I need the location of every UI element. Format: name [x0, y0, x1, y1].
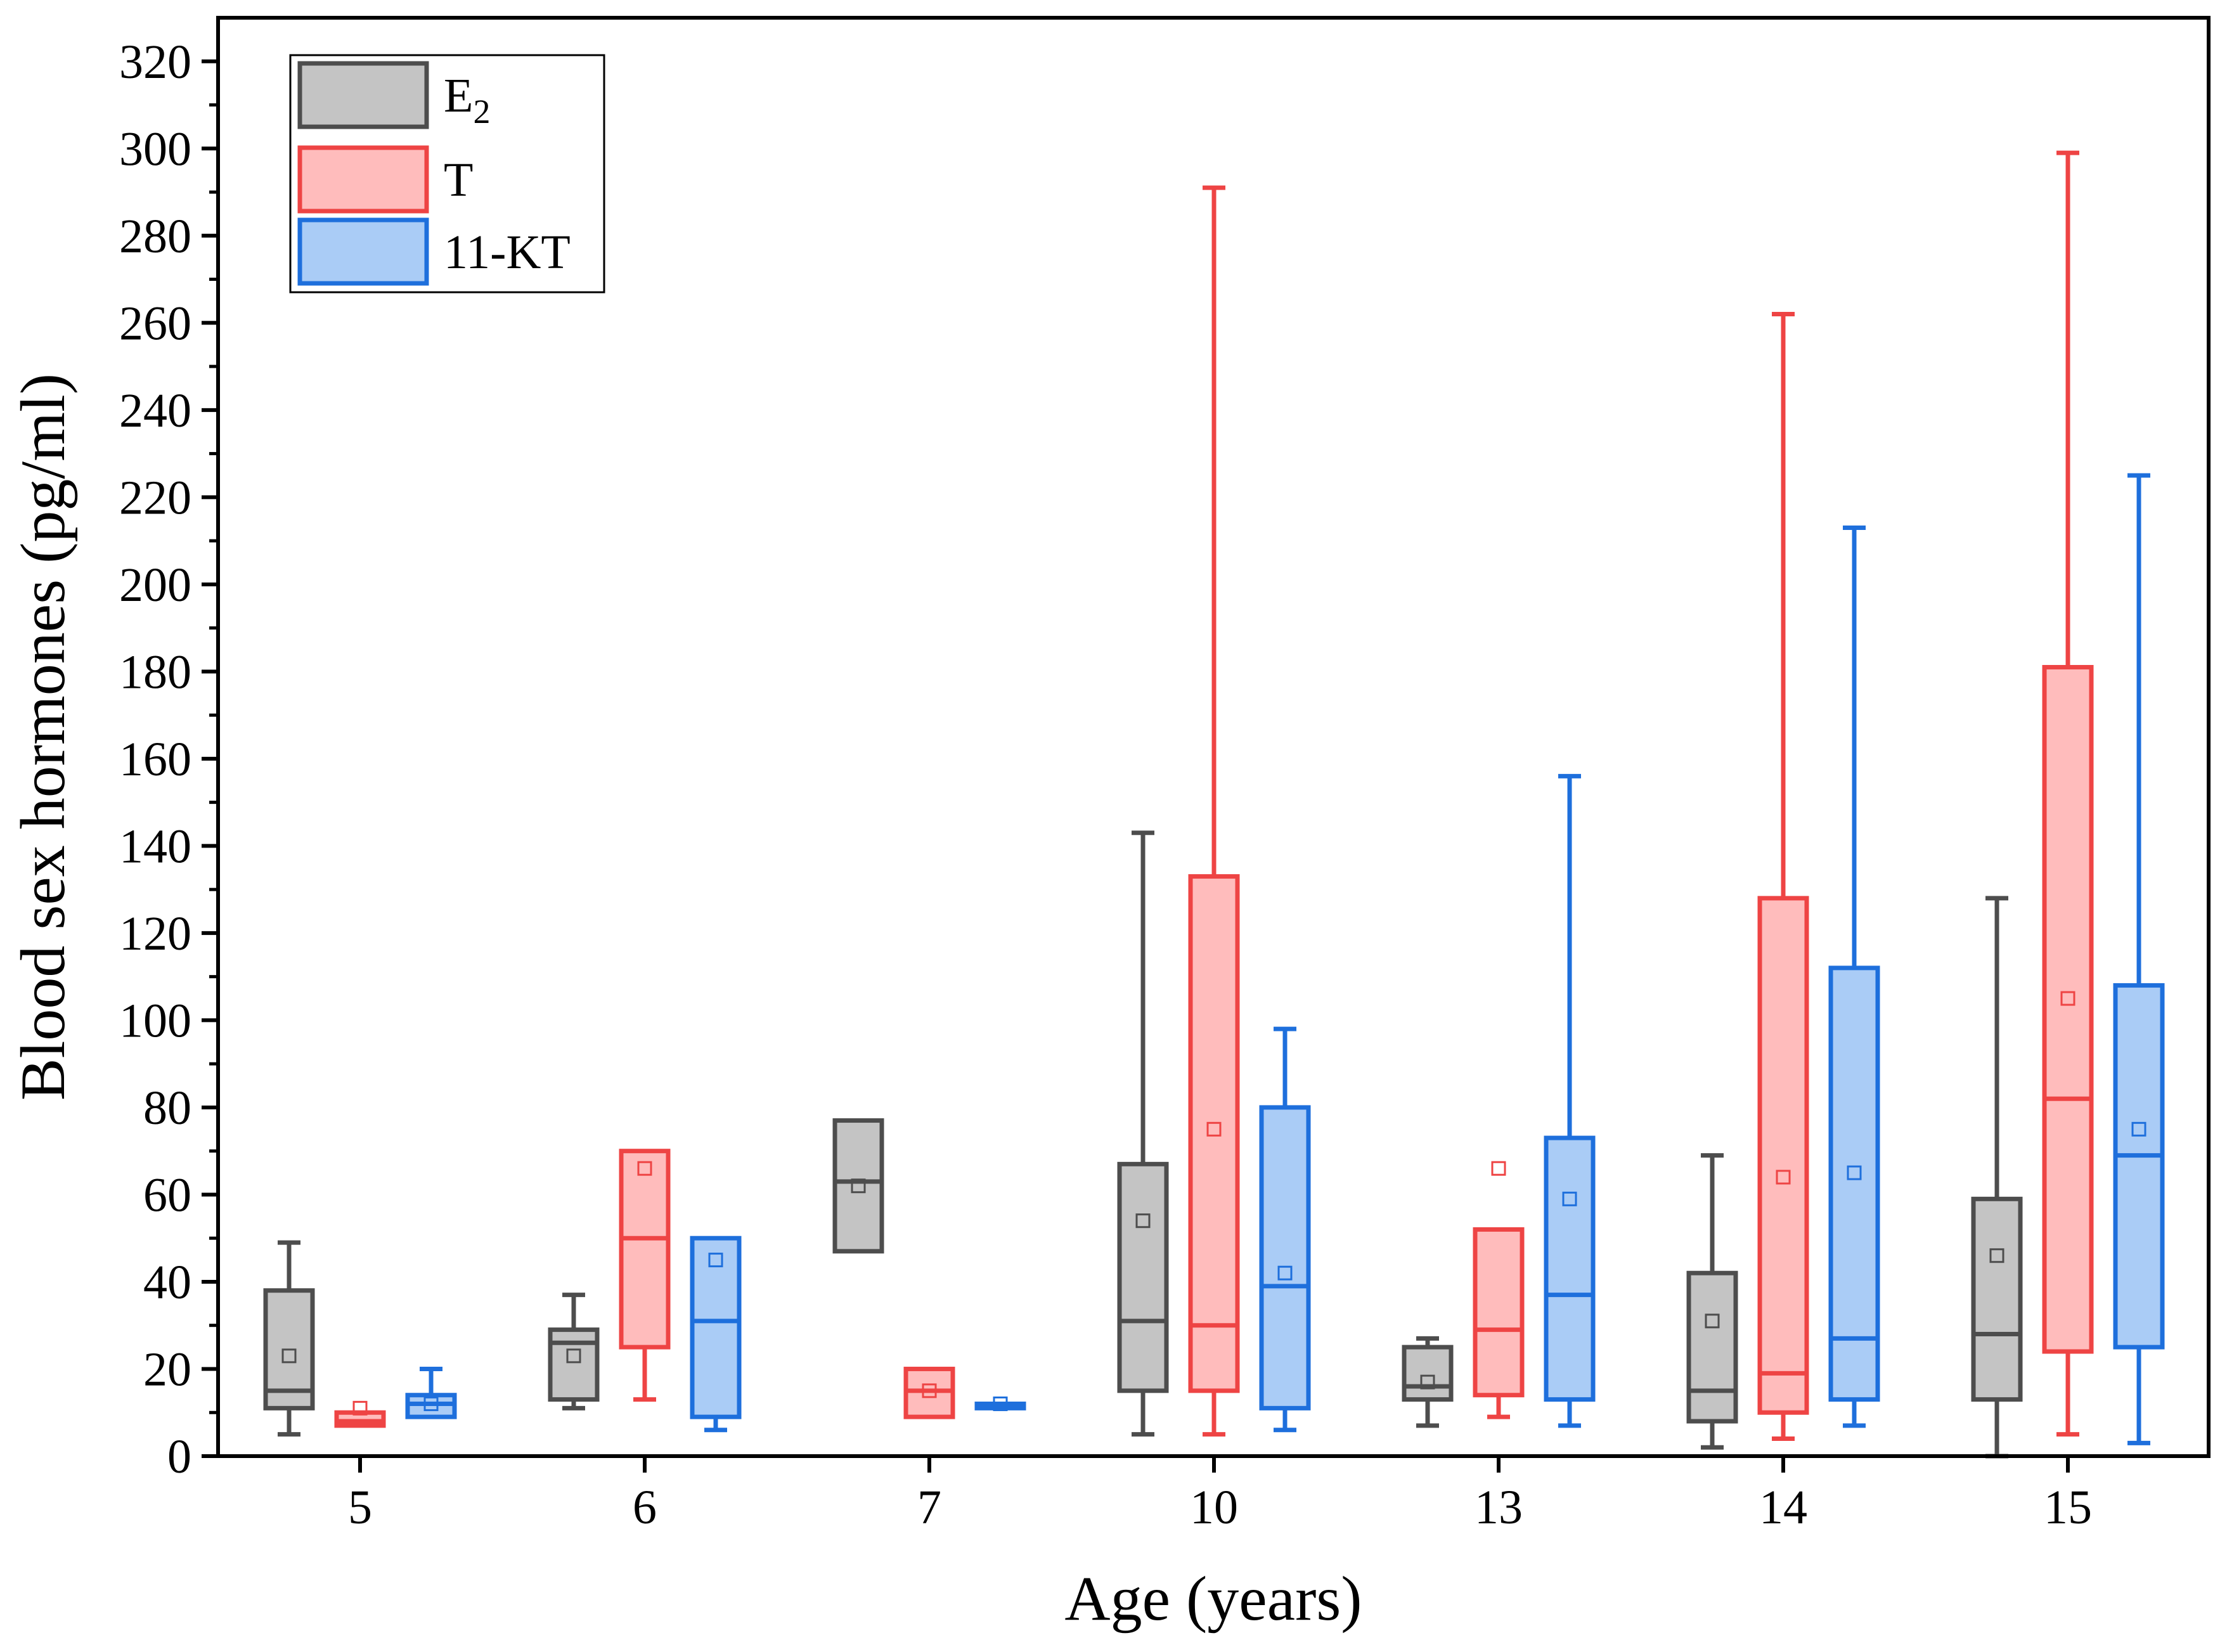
- x-tick-label-5: 5: [348, 1481, 372, 1534]
- mean-marker-age-13-t: [1491, 1161, 1506, 1176]
- mean-marker-age-10-11-kt: [1277, 1265, 1293, 1281]
- mean-marker-age-5-t: [352, 1400, 368, 1416]
- box-age-14-t: [1757, 896, 1809, 1415]
- box-age-13-e: [1402, 1345, 1454, 1402]
- mean-marker-age-13-e: [1420, 1374, 1435, 1390]
- y-tick-label-300: 300: [119, 122, 191, 176]
- mean-marker-age-6-11-kt: [708, 1253, 723, 1268]
- y-tick-label-160: 160: [119, 733, 191, 786]
- legend-label-11-kt: 11-KT: [444, 226, 571, 279]
- box-age-6-t: [619, 1149, 671, 1350]
- x-tick-label-13: 13: [1475, 1481, 1523, 1534]
- box-age-14-e: [1686, 1270, 1738, 1424]
- y-tick-label-40: 40: [143, 1256, 191, 1309]
- mean-marker-age-6-t: [637, 1161, 652, 1176]
- box-age-10-t: [1188, 874, 1240, 1393]
- box-age-10-11-kt: [1259, 1105, 1311, 1410]
- mean-marker-age-7-t: [922, 1383, 937, 1398]
- legend-subscript-e: 2: [473, 93, 490, 131]
- legend: E2 T 11-KT: [289, 54, 605, 294]
- y-tick-label-80: 80: [143, 1081, 191, 1135]
- mean-marker-age-7-11-kt: [993, 1396, 1008, 1411]
- box-age-14-11-kt: [1828, 965, 1880, 1402]
- mean-marker-age-15-t: [2060, 991, 2075, 1006]
- y-tick-label-280: 280: [119, 210, 191, 263]
- mean-marker-age-10-e: [1135, 1213, 1151, 1229]
- mean-marker-age-10-t: [1206, 1121, 1222, 1137]
- y-axis-title: Blood sex hormones (pg/ml): [8, 373, 78, 1100]
- y-tick-label-60: 60: [143, 1168, 191, 1222]
- box-age-6-e: [548, 1327, 600, 1402]
- boxes-layer: [263, 150, 2165, 1459]
- legend-swatch-t: [297, 145, 429, 214]
- box-age-15-t: [2042, 664, 2094, 1354]
- x-tick-label-14: 14: [1759, 1481, 1807, 1534]
- mean-marker-age-5-11-kt: [423, 1396, 439, 1411]
- legend-swatch-11-kt: [297, 217, 429, 286]
- y-tick-label-100: 100: [119, 994, 191, 1047]
- y-tick-label-240: 240: [119, 384, 191, 437]
- mean-marker-age-14-t: [1776, 1170, 1791, 1185]
- box-age-15-e: [1971, 1196, 2023, 1402]
- y-tick-label-200: 200: [119, 558, 191, 612]
- ticks-layer: 0 20 40 60 80 100 120 140 160 180 200 220 240 260 280 3…: [119, 35, 2092, 1534]
- mean-marker-age-7-e: [851, 1178, 866, 1194]
- legend-swatch-e: [297, 61, 429, 129]
- y-tick-label-180: 180: [119, 645, 191, 699]
- y-tick-label-320: 320: [119, 35, 191, 89]
- x-tick-label-15: 15: [2044, 1481, 2092, 1534]
- mean-marker-age-14-e: [1705, 1313, 1720, 1329]
- y-tick-label-260: 260: [119, 297, 191, 350]
- y-tick-label-20: 20: [143, 1343, 191, 1396]
- box-age-13-11-kt: [1544, 1135, 1596, 1402]
- legend-label-e: E2: [444, 69, 490, 131]
- y-tick-label-120: 120: [119, 907, 191, 960]
- mean-marker-age-6-e: [566, 1348, 581, 1364]
- legend-label-t: T: [444, 153, 473, 207]
- mean-marker-age-13-11-kt: [1562, 1191, 1577, 1206]
- box-age-10-e: [1117, 1161, 1169, 1393]
- mean-marker-age-5-e: [281, 1348, 297, 1364]
- mean-marker-age-14-11-kt: [1847, 1165, 1862, 1180]
- box-age-6-11-kt: [690, 1236, 742, 1419]
- x-tick-label-7: 7: [917, 1481, 941, 1534]
- x-tick-label-10: 10: [1190, 1481, 1238, 1534]
- mean-marker-age-15-e: [1989, 1248, 2004, 1263]
- box-age-13-t: [1473, 1227, 1525, 1398]
- x-tick-label-6: 6: [633, 1481, 657, 1534]
- y-tick-label-220: 220: [119, 471, 191, 524]
- mean-marker-age-15-11-kt: [2131, 1121, 2146, 1137]
- box-age-7-e: [832, 1118, 884, 1254]
- box-age-15-11-kt: [2113, 983, 2165, 1350]
- y-tick-label-0: 0: [167, 1430, 191, 1483]
- y-tick-label-140: 140: [119, 820, 191, 873]
- x-axis-title: Age (years): [1064, 1563, 1362, 1634]
